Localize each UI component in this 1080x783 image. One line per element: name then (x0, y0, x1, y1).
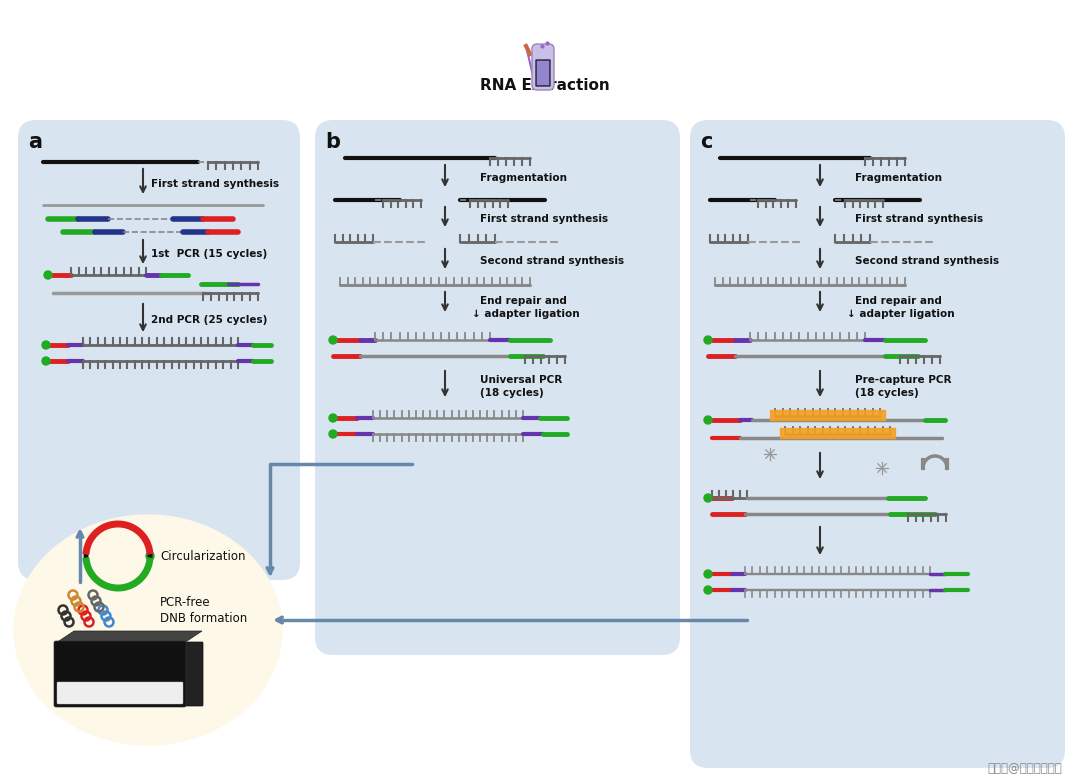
Text: First strand synthesis: First strand synthesis (480, 214, 608, 224)
Text: ↓ adapter ligation: ↓ adapter ligation (472, 309, 580, 319)
Circle shape (329, 336, 337, 344)
Text: End repair and: End repair and (855, 296, 942, 306)
Text: (18 cycles): (18 cycles) (855, 388, 919, 398)
Polygon shape (56, 631, 202, 643)
Circle shape (704, 494, 712, 502)
Circle shape (704, 336, 712, 344)
Text: Fragmentation: Fragmentation (855, 173, 942, 183)
Text: DNB formation: DNB formation (160, 612, 247, 625)
Text: Second strand synthesis: Second strand synthesis (855, 256, 999, 266)
Circle shape (146, 552, 154, 560)
FancyBboxPatch shape (315, 120, 680, 655)
Text: First strand synthesis: First strand synthesis (151, 179, 279, 189)
FancyBboxPatch shape (18, 120, 300, 580)
Text: Fragmentation: Fragmentation (480, 173, 567, 183)
Text: (18 cycles): (18 cycles) (480, 388, 543, 398)
FancyBboxPatch shape (532, 44, 554, 90)
Circle shape (329, 430, 337, 438)
Text: c: c (700, 132, 713, 152)
Circle shape (42, 357, 50, 365)
Text: First strand synthesis: First strand synthesis (855, 214, 983, 224)
Circle shape (329, 414, 337, 422)
Text: Universal PCR: Universal PCR (480, 375, 563, 385)
Circle shape (704, 416, 712, 424)
FancyBboxPatch shape (536, 60, 550, 86)
FancyBboxPatch shape (54, 641, 186, 707)
Text: b: b (325, 132, 340, 152)
Text: 2nd PCR (25 cycles): 2nd PCR (25 cycles) (151, 315, 268, 325)
Text: DNBSEQ: DNBSEQ (105, 687, 161, 699)
Text: End repair and: End repair and (480, 296, 567, 306)
Circle shape (704, 570, 712, 578)
FancyBboxPatch shape (183, 642, 203, 706)
Circle shape (42, 341, 50, 349)
FancyBboxPatch shape (690, 120, 1065, 768)
FancyBboxPatch shape (57, 682, 183, 704)
Text: 1st  PCR (15 cycles): 1st PCR (15 cycles) (151, 249, 267, 259)
Circle shape (44, 271, 52, 279)
Text: RNA Extraction: RNA Extraction (481, 78, 610, 92)
Text: ↓ adapter ligation: ↓ adapter ligation (847, 309, 955, 319)
Text: a: a (28, 132, 42, 152)
Text: Pre-capture PCR: Pre-capture PCR (855, 375, 951, 385)
Text: 搜狐号@华大基因学院: 搜狐号@华大基因学院 (987, 762, 1062, 774)
Text: Second strand synthesis: Second strand synthesis (480, 256, 624, 266)
Text: PCR-free: PCR-free (160, 596, 211, 608)
Ellipse shape (14, 515, 282, 745)
Text: Circularization: Circularization (160, 550, 245, 562)
Circle shape (704, 586, 712, 594)
